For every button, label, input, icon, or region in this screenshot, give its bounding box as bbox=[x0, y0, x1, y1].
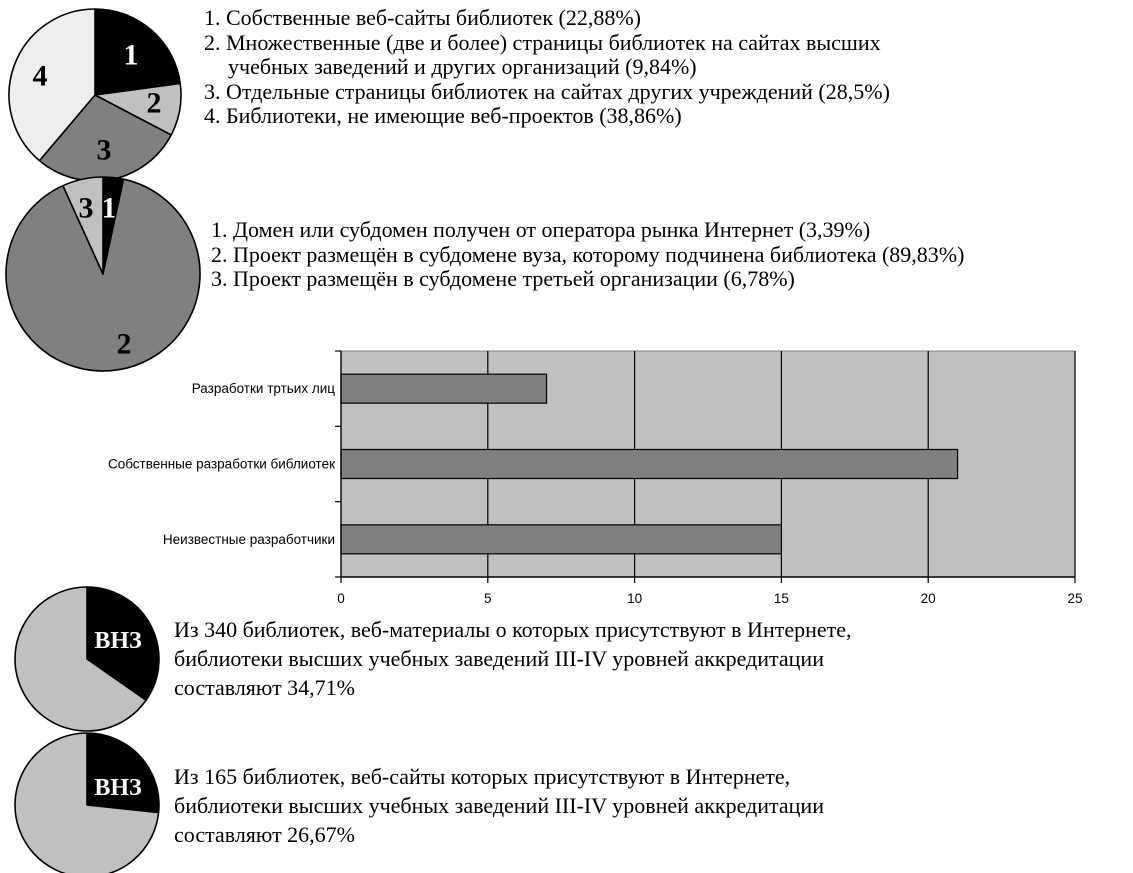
legend-item-2: 2. Проект размещён в субдомене вуза, кот… bbox=[211, 241, 965, 267]
slice-label: 3 bbox=[97, 134, 112, 167]
pie-slice-1 bbox=[94, 8, 182, 96]
pie-slice-4 bbox=[8, 8, 96, 162]
x-tick-label: 5 bbox=[484, 591, 492, 606]
slice-label: ВНЗ bbox=[94, 775, 142, 801]
slice-label: 1 bbox=[102, 192, 117, 225]
caption-line-1: Из 165 библиотек, веб-сайты которых прис… bbox=[174, 764, 791, 789]
x-tick-label: 0 bbox=[337, 591, 345, 606]
slice-label: ВНЗ bbox=[94, 628, 142, 654]
bar bbox=[340, 373, 548, 404]
y-category-label: Разработки тртьих лиц bbox=[192, 381, 336, 396]
pie-slice-3 bbox=[62, 176, 104, 275]
slice-label: 4 bbox=[33, 60, 48, 93]
legend-item-1: 1. Домен или субдомен получен от операто… bbox=[211, 217, 871, 242]
pie-slice-other bbox=[14, 732, 160, 873]
slice-label: 2 bbox=[147, 87, 162, 120]
x-tick-label: 20 bbox=[921, 591, 936, 606]
caption-line-3: составляют 34,71% bbox=[174, 675, 356, 700]
pie-chart-domain-type: 1 2 3 bbox=[5, 176, 201, 372]
pie-slice-внз bbox=[86, 732, 160, 814]
legend-item-3: 3. Отдельные страницы библиотек на сайта… bbox=[204, 78, 890, 104]
legend-item-3: 3. Проект размещён в субдомене третьей о… bbox=[211, 266, 795, 291]
pie-chart-vnz-websites: ВНЗ bbox=[14, 732, 160, 873]
legend-domain-type: 1. Домен или субдомен получен от операто… bbox=[211, 217, 965, 292]
slice-label: 2 bbox=[117, 328, 132, 361]
caption-line-3: составляют 26,67% bbox=[174, 822, 356, 847]
caption-line-1: Из 340 библиотек, веб-материалы о которы… bbox=[174, 617, 852, 642]
x-tick-label: 25 bbox=[1067, 591, 1082, 606]
y-category-label: Неизвестные разработчики bbox=[163, 532, 335, 547]
pie-slice-other bbox=[14, 586, 147, 732]
x-tick-label: 15 bbox=[774, 591, 789, 606]
bar-chart-developers: 0 5 10 15 20 25 Разработки тртьих лиц Собственн… bbox=[108, 350, 1083, 606]
legend-item-1: 1. Собственные веб-сайты библиотек (22,8… bbox=[204, 5, 641, 30]
legend-item-2-continued: учебных заведений и других организаций (… bbox=[228, 54, 697, 79]
pie-slice-внз bbox=[86, 586, 160, 702]
bar bbox=[340, 448, 959, 480]
pie-slice-2 bbox=[5, 178, 201, 372]
legend-web-presence: 1. Собственные веб-сайты библиотек (22,8… bbox=[204, 5, 890, 129]
caption-vnz-websites: Из 165 библиотек, веб-сайты которых прис… bbox=[174, 762, 824, 849]
caption-line-2: библиотеки высших учебных заведений ІІІ-… bbox=[174, 793, 824, 818]
y-category-label: Собственные разработки библиотек bbox=[108, 457, 335, 472]
bar bbox=[340, 524, 782, 555]
legend-item-4: 4. Библиотеки, не имеющие веб-проектов (… bbox=[204, 103, 682, 128]
slice-label: 1 bbox=[124, 39, 139, 72]
pie-chart-web-presence: 12 3 4 bbox=[8, 8, 182, 182]
caption-vnz-materials: Из 340 библиотек, веб-материалы о которы… bbox=[174, 615, 852, 702]
slice-label: 3 bbox=[79, 192, 94, 225]
legend-item-2: 2. Множественные (две и более) страницы … bbox=[204, 29, 881, 55]
x-tick-label: 10 bbox=[627, 591, 642, 606]
pie-chart-vnz-materials: ВНЗ bbox=[14, 586, 160, 732]
caption-line-2: библиотеки высших учебных заведений ІІІ-… bbox=[174, 646, 824, 671]
